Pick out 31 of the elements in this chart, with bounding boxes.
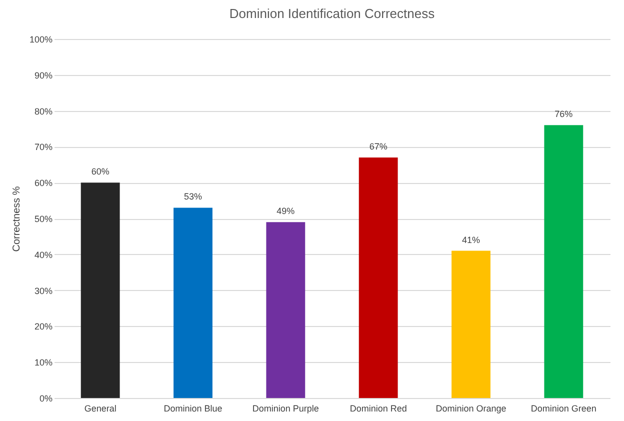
y-tick-label: 50% (34, 214, 52, 224)
y-tick-label: 90% (34, 70, 52, 80)
x-tick-label: General (84, 404, 116, 414)
y-tick-label: 70% (34, 142, 52, 152)
x-tick-label: Dominion Purple (252, 404, 319, 414)
x-tick-label: Dominion Blue (164, 404, 222, 414)
chart-title: Dominion Identification Correctness (229, 6, 436, 21)
y-tick-label: 30% (34, 286, 52, 296)
x-tick-label: Dominion Orange (436, 404, 506, 414)
bar (358, 157, 398, 398)
data-label: 53% (184, 192, 202, 202)
y-tick-label: 20% (34, 322, 52, 332)
y-axis-title: Correctness % (11, 186, 22, 252)
bar (174, 208, 212, 398)
x-tick-label: Dominion Red (350, 404, 407, 414)
bar (544, 125, 584, 398)
data-label: 49% (276, 206, 295, 216)
y-tick-label: 80% (34, 106, 52, 116)
data-label: 67% (369, 141, 388, 152)
bar (266, 222, 306, 398)
y-tick-label: 40% (34, 250, 52, 260)
y-tick-label: 0% (39, 394, 52, 404)
data-label: 41% (462, 234, 480, 245)
y-tick-label: 100% (29, 34, 52, 44)
data-label: 76% (554, 109, 573, 120)
data-label: 60% (91, 166, 110, 177)
y-tick-label: 10% (34, 358, 52, 368)
x-tick-label: Dominion Green (530, 404, 596, 414)
y-tick-label: 60% (34, 178, 52, 188)
bar (452, 250, 490, 398)
bar (80, 182, 120, 398)
